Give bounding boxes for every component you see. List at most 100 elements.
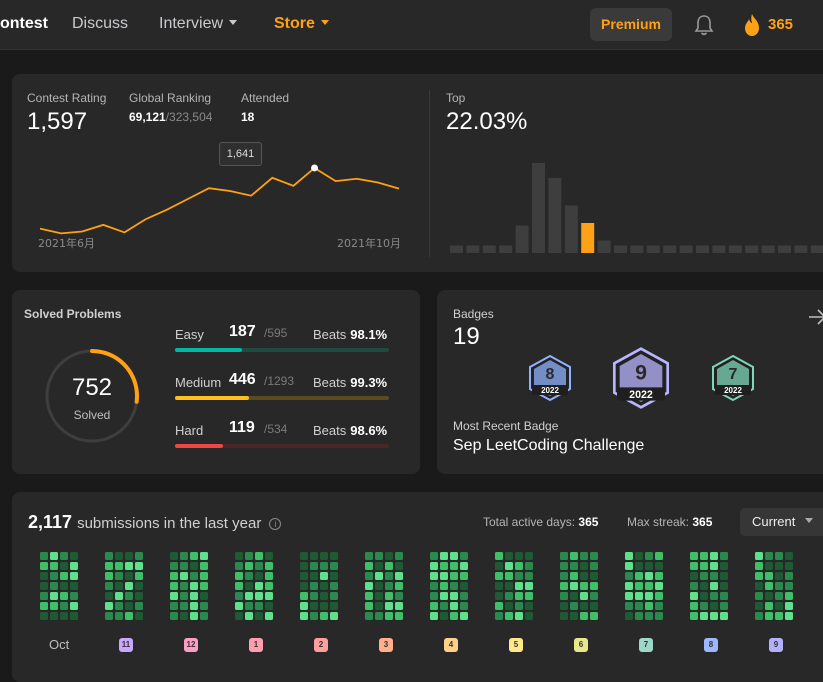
- heatmap-cell[interactable]: [505, 562, 513, 570]
- heatmap-cell[interactable]: [690, 602, 698, 610]
- heatmap-cell[interactable]: [570, 572, 578, 580]
- heatmap-cell[interactable]: [560, 582, 568, 590]
- heatmap-cell[interactable]: [755, 582, 763, 590]
- heatmap-cell[interactable]: [60, 602, 68, 610]
- heatmap-cell[interactable]: [125, 572, 133, 580]
- heatmap-cell[interactable]: [135, 552, 143, 560]
- heatmap-cell[interactable]: [515, 582, 523, 590]
- year-select[interactable]: Current: [740, 508, 823, 536]
- heatmap-cell[interactable]: [170, 562, 178, 570]
- heatmap-cell[interactable]: [450, 582, 458, 590]
- heatmap-cell[interactable]: [690, 562, 698, 570]
- heatmap-cell[interactable]: [375, 562, 383, 570]
- heatmap-cell[interactable]: [580, 582, 588, 590]
- heatmap-cell[interactable]: [330, 582, 338, 590]
- heatmap-cell[interactable]: [385, 612, 393, 620]
- heatmap-cell[interactable]: [330, 592, 338, 600]
- heatmap-cell[interactable]: [125, 562, 133, 570]
- heatmap-cell[interactable]: [440, 562, 448, 570]
- heatmap-cell[interactable]: [755, 552, 763, 560]
- heatmap-cell[interactable]: [70, 562, 78, 570]
- arrow-right-icon[interactable]: [807, 307, 823, 327]
- heatmap-cell[interactable]: [265, 582, 273, 590]
- heatmap-cell[interactable]: [375, 582, 383, 590]
- heatmap-cell[interactable]: [365, 562, 373, 570]
- heatmap-cell[interactable]: [655, 572, 663, 580]
- heatmap-cell[interactable]: [365, 552, 373, 560]
- heatmap-cell[interactable]: [515, 602, 523, 610]
- heatmap-cell[interactable]: [525, 582, 533, 590]
- heatmap-cell[interactable]: [385, 592, 393, 600]
- info-icon[interactable]: i: [269, 518, 282, 530]
- heatmap-cell[interactable]: [430, 612, 438, 620]
- heatmap-cell[interactable]: [720, 572, 728, 580]
- heatmap-cell[interactable]: [50, 602, 58, 610]
- heatmap-cell[interactable]: [690, 592, 698, 600]
- heatmap-cell[interactable]: [115, 602, 123, 610]
- heatmap-cell[interactable]: [200, 592, 208, 600]
- heatmap-cell[interactable]: [320, 592, 328, 600]
- heatmap-cell[interactable]: [450, 572, 458, 580]
- heatmap-cell[interactable]: [625, 562, 633, 570]
- heatmap-cell[interactable]: [635, 602, 643, 610]
- heatmap-cell[interactable]: [385, 552, 393, 560]
- heatmap-cell[interactable]: [395, 582, 403, 590]
- heatmap-cell[interactable]: [300, 592, 308, 600]
- heatmap-cell[interactable]: [700, 582, 708, 590]
- heatmap-cell[interactable]: [635, 552, 643, 560]
- heatmap-cell[interactable]: [720, 592, 728, 600]
- heatmap-cell[interactable]: [785, 572, 793, 580]
- heatmap-cell[interactable]: [245, 572, 253, 580]
- heatmap-cell[interactable]: [690, 612, 698, 620]
- heatmap-cell[interactable]: [580, 572, 588, 580]
- nav-contest[interactable]: ontest: [0, 15, 48, 32]
- heatmap-cell[interactable]: [590, 592, 598, 600]
- heatmap-cell[interactable]: [135, 572, 143, 580]
- heatmap-cell[interactable]: [495, 572, 503, 580]
- heatmap-cell[interactable]: [700, 592, 708, 600]
- heatmap-cell[interactable]: [385, 562, 393, 570]
- heatmap-cell[interactable]: [330, 562, 338, 570]
- heatmap-cell[interactable]: [710, 582, 718, 590]
- heatmap-cell[interactable]: [560, 572, 568, 580]
- heatmap-cell[interactable]: [265, 602, 273, 610]
- heatmap-cell[interactable]: [115, 572, 123, 580]
- heatmap-cell[interactable]: [440, 572, 448, 580]
- heatmap-cell[interactable]: [170, 572, 178, 580]
- heatmap-cell[interactable]: [785, 612, 793, 620]
- heatmap-cell[interactable]: [720, 552, 728, 560]
- heatmap-cell[interactable]: [570, 562, 578, 570]
- heatmap-cell[interactable]: [785, 602, 793, 610]
- heatmap-cell[interactable]: [200, 602, 208, 610]
- heatmap-cell[interactable]: [235, 602, 243, 610]
- heatmap-cell[interactable]: [700, 572, 708, 580]
- heatmap-cell[interactable]: [580, 612, 588, 620]
- premium-button[interactable]: Premium: [590, 8, 672, 41]
- heatmap-cell[interactable]: [505, 592, 513, 600]
- heatmap-cell[interactable]: [60, 612, 68, 620]
- heatmap-cell[interactable]: [495, 552, 503, 560]
- heatmap-cell[interactable]: [180, 582, 188, 590]
- heatmap-cell[interactable]: [505, 612, 513, 620]
- heatmap-cell[interactable]: [40, 582, 48, 590]
- heatmap-cell[interactable]: [785, 552, 793, 560]
- heatmap-cell[interactable]: [200, 552, 208, 560]
- heatmap-cell[interactable]: [105, 562, 113, 570]
- heatmap-cell[interactable]: [245, 582, 253, 590]
- heatmap-cell[interactable]: [430, 582, 438, 590]
- ranking-histogram[interactable]: [12, 74, 823, 272]
- heatmap-cell[interactable]: [40, 572, 48, 580]
- heatmap-cell[interactable]: [330, 572, 338, 580]
- heatmap-cell[interactable]: [625, 552, 633, 560]
- heatmap-cell[interactable]: [635, 582, 643, 590]
- nav-store[interactable]: Store: [274, 15, 329, 33]
- heatmap-cell[interactable]: [700, 602, 708, 610]
- heatmap-cell[interactable]: [135, 582, 143, 590]
- heatmap-cell[interactable]: [395, 592, 403, 600]
- heatmap-cell[interactable]: [430, 602, 438, 610]
- heatmap-cell[interactable]: [645, 572, 653, 580]
- heatmap-cell[interactable]: [60, 572, 68, 580]
- heatmap-cell[interactable]: [450, 552, 458, 560]
- heatmap-cell[interactable]: [50, 562, 58, 570]
- heatmap-cell[interactable]: [180, 592, 188, 600]
